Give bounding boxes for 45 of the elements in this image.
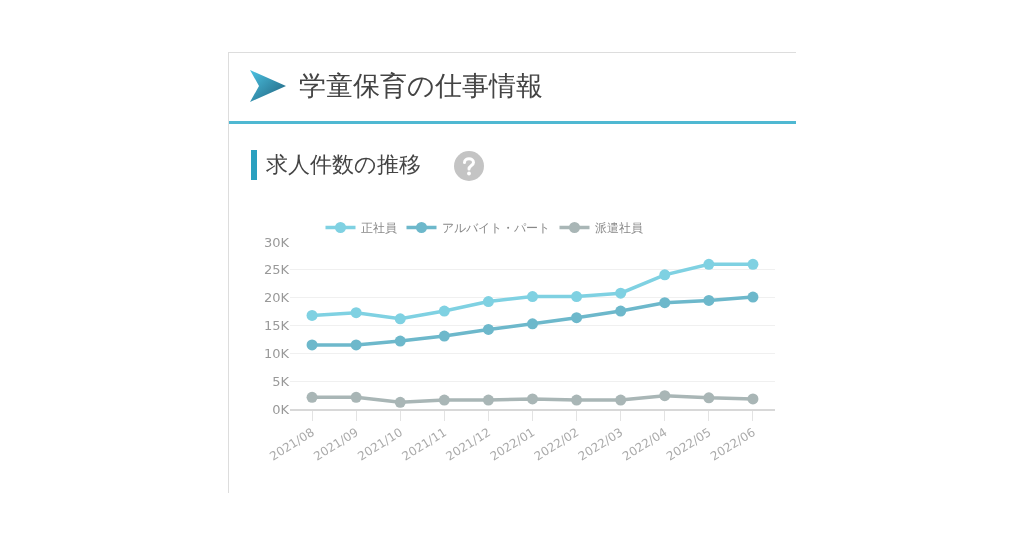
point: [615, 394, 627, 406]
point: [703, 294, 715, 306]
point: [615, 305, 627, 317]
y-tick-label: 20K: [263, 290, 290, 306]
point: [527, 393, 538, 405]
point: [571, 394, 583, 406]
point: [659, 269, 671, 281]
point: [482, 296, 494, 308]
point: [571, 291, 583, 303]
y-tick-label: 30K: [263, 234, 290, 250]
y-tick-label: 10K: [263, 345, 290, 361]
point: [703, 392, 715, 404]
point: [527, 291, 538, 303]
point: [394, 313, 406, 325]
legend-label: 派遣社員: [594, 221, 643, 236]
point: [482, 394, 494, 406]
point: [482, 323, 494, 335]
point: [350, 307, 362, 319]
legend-label: アルバイト・パート: [441, 221, 550, 236]
point: [615, 287, 627, 299]
point: [703, 258, 715, 270]
point: [306, 309, 318, 321]
point: [394, 396, 406, 408]
point: [571, 312, 583, 324]
point: [394, 335, 406, 347]
point: [306, 391, 318, 403]
point: [527, 318, 538, 330]
point: [747, 291, 759, 303]
y-tick-label: 0K: [272, 401, 290, 417]
y-tick-label: 5K: [272, 373, 290, 389]
legend-label: 正社員: [360, 221, 397, 236]
point: [438, 330, 450, 342]
chart-title: 学童保育の仕事情報: [299, 69, 543, 103]
point: [659, 390, 671, 402]
chart-subtitle: 求人件数の推移: [266, 151, 421, 179]
point: [747, 393, 759, 405]
y-tick-label: 15K: [263, 318, 290, 334]
y-tick-label: 25K: [263, 262, 290, 278]
point: [659, 297, 671, 309]
point: [350, 339, 362, 351]
point: [350, 391, 362, 403]
point: [747, 258, 759, 270]
point: [306, 339, 318, 351]
point: [438, 305, 450, 317]
point: [438, 394, 450, 406]
